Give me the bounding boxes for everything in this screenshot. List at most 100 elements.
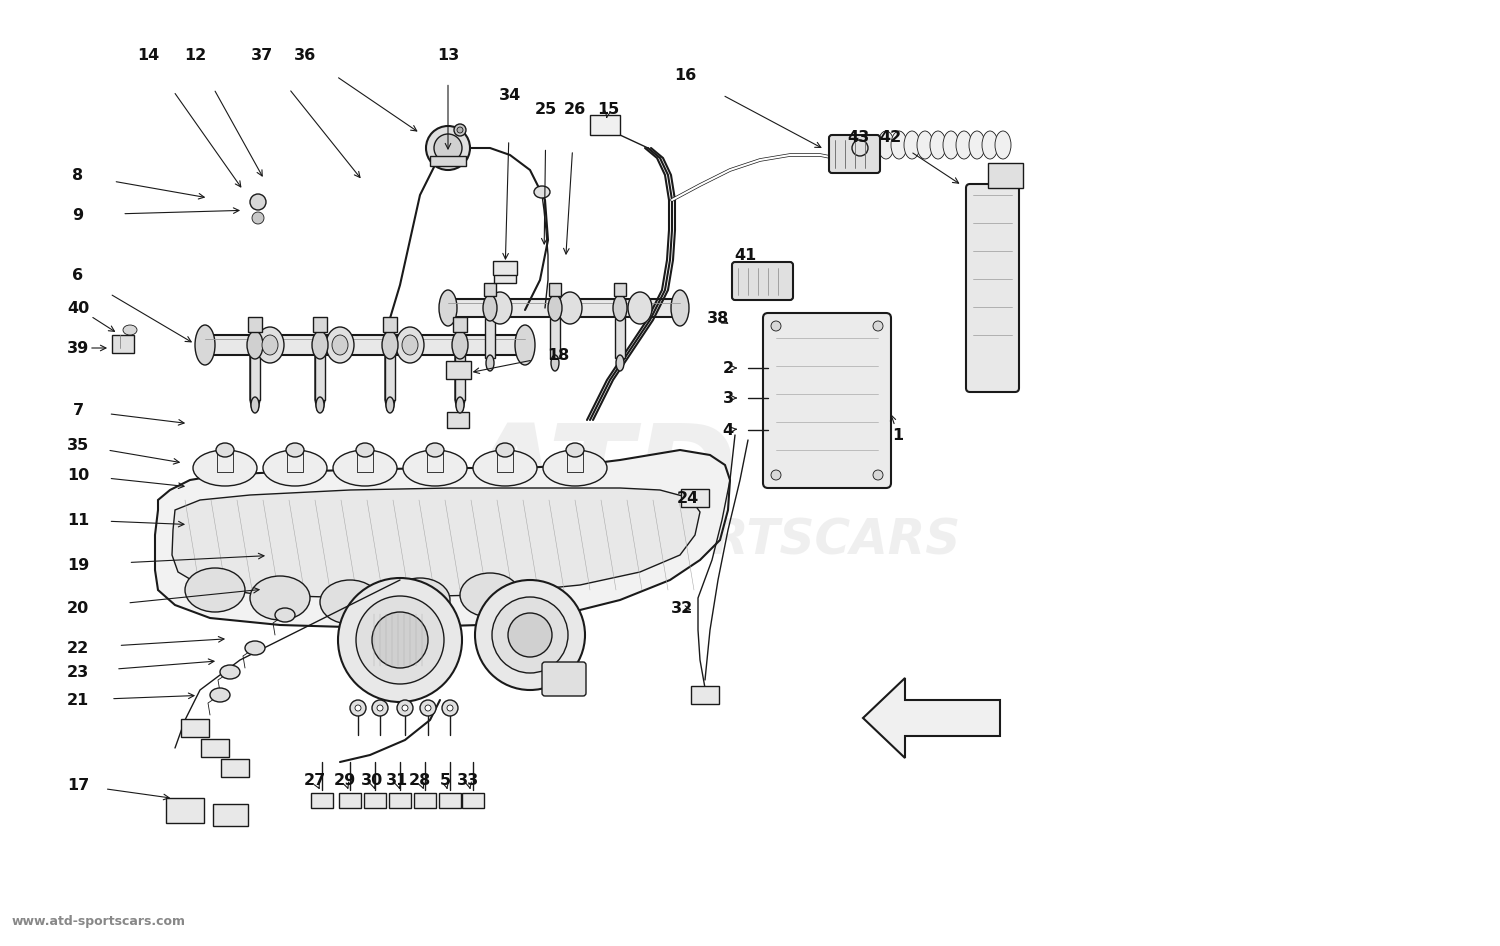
Text: 18: 18	[548, 347, 568, 362]
Bar	[427, 450, 442, 472]
Circle shape	[476, 580, 585, 690]
Bar	[494, 261, 517, 275]
Circle shape	[402, 705, 408, 711]
Bar	[448, 299, 680, 317]
Ellipse shape	[312, 331, 328, 359]
Bar	[364, 793, 386, 808]
Ellipse shape	[244, 641, 266, 655]
Bar	[201, 739, 229, 757]
Text: 25: 25	[536, 102, 556, 117]
Bar	[213, 804, 248, 826]
Ellipse shape	[904, 131, 920, 159]
Text: 23: 23	[68, 664, 88, 679]
Circle shape	[442, 700, 458, 716]
Ellipse shape	[332, 335, 348, 355]
Bar	[220, 759, 249, 777]
Ellipse shape	[402, 335, 418, 355]
Ellipse shape	[251, 194, 266, 210]
Text: 27: 27	[304, 773, 326, 787]
Text: 36: 36	[294, 47, 316, 62]
Ellipse shape	[543, 450, 608, 486]
Circle shape	[873, 470, 883, 480]
Bar	[388, 793, 411, 808]
Ellipse shape	[956, 131, 972, 159]
Bar	[484, 318, 495, 358]
Ellipse shape	[566, 443, 584, 457]
Bar	[251, 355, 260, 400]
Ellipse shape	[390, 578, 450, 622]
Bar	[440, 793, 460, 808]
Circle shape	[338, 578, 462, 702]
Circle shape	[350, 700, 366, 716]
Text: 37: 37	[251, 47, 273, 62]
Bar	[446, 361, 471, 379]
Ellipse shape	[262, 450, 327, 486]
Bar	[314, 317, 327, 332]
Bar	[315, 355, 326, 400]
Ellipse shape	[458, 127, 464, 133]
Ellipse shape	[252, 212, 264, 224]
Text: 6: 6	[72, 268, 84, 283]
Ellipse shape	[194, 450, 256, 486]
Ellipse shape	[396, 327, 424, 363]
Bar	[692, 686, 718, 704]
Ellipse shape	[514, 325, 535, 365]
Text: 42: 42	[879, 131, 902, 146]
Text: 11: 11	[68, 513, 88, 528]
Bar	[496, 450, 513, 472]
Ellipse shape	[210, 688, 230, 702]
Bar	[430, 156, 466, 166]
Ellipse shape	[558, 292, 582, 324]
Ellipse shape	[916, 131, 933, 159]
Text: 29: 29	[334, 773, 356, 787]
Bar	[988, 163, 1023, 188]
Ellipse shape	[426, 443, 444, 457]
Ellipse shape	[195, 325, 214, 365]
Bar	[454, 355, 465, 400]
Text: 34: 34	[500, 87, 520, 102]
Ellipse shape	[452, 331, 468, 359]
Text: 24: 24	[676, 490, 699, 505]
FancyBboxPatch shape	[966, 184, 1018, 392]
Ellipse shape	[404, 450, 466, 486]
Circle shape	[492, 597, 568, 673]
Ellipse shape	[248, 331, 262, 359]
Circle shape	[447, 705, 453, 711]
Circle shape	[376, 705, 382, 711]
Ellipse shape	[274, 608, 296, 622]
Bar	[112, 335, 134, 353]
Text: 32: 32	[670, 601, 693, 616]
Text: 26: 26	[564, 102, 586, 117]
Text: 43: 43	[847, 131, 868, 146]
Circle shape	[771, 470, 782, 480]
Bar	[614, 283, 626, 296]
FancyBboxPatch shape	[542, 662, 586, 696]
Ellipse shape	[969, 131, 986, 159]
Ellipse shape	[486, 355, 494, 371]
Ellipse shape	[216, 443, 234, 457]
Ellipse shape	[326, 327, 354, 363]
Ellipse shape	[994, 131, 1011, 159]
Circle shape	[372, 700, 388, 716]
Ellipse shape	[123, 325, 136, 335]
Text: 41: 41	[734, 248, 756, 262]
Text: 13: 13	[436, 47, 459, 62]
Ellipse shape	[548, 295, 562, 321]
Ellipse shape	[496, 443, 514, 457]
Bar	[615, 318, 626, 358]
Text: 19: 19	[68, 557, 88, 572]
Ellipse shape	[220, 665, 240, 679]
Bar	[286, 450, 303, 472]
Ellipse shape	[440, 290, 458, 326]
Bar	[217, 450, 232, 472]
Bar	[206, 335, 525, 355]
Text: 30: 30	[362, 773, 382, 787]
Ellipse shape	[891, 131, 908, 159]
Polygon shape	[862, 678, 1000, 758]
Ellipse shape	[878, 131, 894, 159]
Text: 21: 21	[68, 692, 88, 708]
Ellipse shape	[460, 573, 520, 617]
Bar	[339, 793, 362, 808]
Circle shape	[356, 596, 444, 684]
Bar	[462, 793, 484, 808]
